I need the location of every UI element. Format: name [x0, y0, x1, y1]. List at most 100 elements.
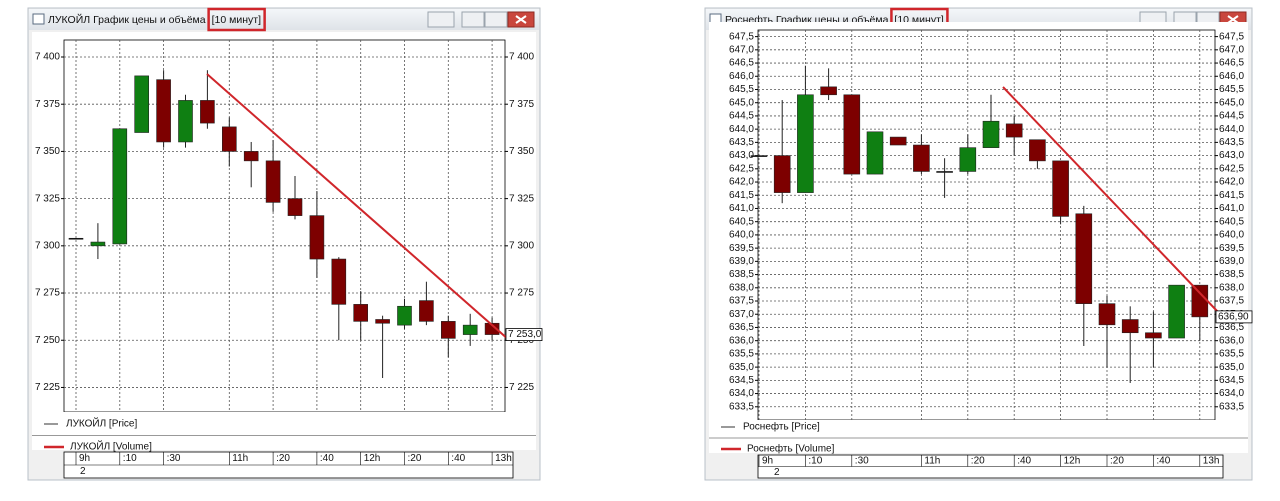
candle-body: [484, 322, 500, 335]
candle-body: [866, 131, 884, 175]
y-tick-label: 634,5: [1219, 375, 1244, 386]
y-tick-label: 638,5: [1219, 269, 1244, 280]
y-tick-label: 643,0: [729, 150, 754, 161]
y-tick-label: 7 350: [35, 146, 60, 157]
time-label: 11h: [924, 455, 940, 466]
candle-body: [243, 151, 259, 162]
candle-body: [462, 324, 478, 335]
candle-body: [1145, 332, 1162, 339]
maximize-button[interactable]: [484, 11, 508, 28]
y-tick-label: 641,0: [1219, 203, 1244, 214]
y-tick-label: 635,5: [1219, 349, 1244, 360]
candle-body: [797, 94, 814, 193]
y-tick-label: 639,5: [729, 243, 754, 254]
y-tick-label: 640,0: [1219, 230, 1244, 241]
y-tick-label: 636,5: [1219, 322, 1244, 333]
y-tick-label: 645,5: [1219, 84, 1244, 95]
legend-area: [709, 420, 1248, 453]
interval-label: [10 минут]: [212, 14, 261, 26]
y-tick-label: 637,5: [1219, 296, 1244, 307]
y-tick-label: 644,0: [1219, 124, 1244, 135]
y-tick-label: 642,0: [1219, 177, 1244, 188]
y-tick-label: 640,0: [729, 230, 754, 241]
interval-highlight: [207, 7, 266, 32]
y-tick-label: 647,5: [729, 31, 754, 42]
y-tick-label: 638,0: [729, 282, 754, 293]
y-tick-label: 639,0: [729, 256, 754, 267]
time-label: 9h: [79, 453, 90, 464]
y-tick-label: 645,0: [1219, 97, 1244, 108]
y-tick-label: 7 350: [509, 146, 534, 157]
y-tick-label: 645,0: [729, 97, 754, 108]
candle-body: [200, 100, 215, 124]
y-tick-label: 644,0: [729, 124, 754, 135]
y-tick-label: 643,5: [1219, 137, 1244, 148]
candle-body: [397, 305, 412, 326]
candle-body: [1121, 319, 1139, 334]
candle-body: [156, 79, 171, 143]
y-tick-label: 7 325: [509, 193, 534, 204]
y-tick-label: 644,5: [729, 111, 754, 122]
time-label: :30: [855, 455, 869, 466]
y-tick-label: 646,0: [1219, 71, 1244, 82]
candle-body: [1168, 284, 1185, 339]
y-tick-label: 640,5: [1219, 216, 1244, 227]
time-label: 11h: [232, 453, 248, 464]
time-label: :10: [123, 453, 137, 464]
y-tick-label: 636,0: [729, 335, 754, 346]
time-label: 9h: [762, 455, 773, 466]
time-label: :20: [1110, 455, 1124, 466]
y-tick-label: 7 400: [509, 52, 534, 63]
y-tick-label: 633,5: [729, 401, 754, 412]
y-tick-label: 7 275: [509, 288, 534, 299]
candle-body: [1052, 160, 1069, 217]
y-tick-label: 641,5: [1219, 190, 1244, 201]
y-tick-label: 633,5: [1219, 401, 1244, 412]
y-tick-label: 638,0: [1219, 282, 1244, 293]
y-tick-label: 646,5: [729, 58, 754, 69]
time-label: :20: [276, 453, 290, 464]
y-tick-label: 644,5: [1219, 111, 1244, 122]
candle-body: [1029, 139, 1046, 162]
candle-body: [1098, 303, 1116, 326]
y-tick-label: 642,5: [729, 163, 754, 174]
y-tick-label: 636,5: [729, 322, 754, 333]
y-tick-label: 7 225: [509, 382, 534, 393]
y-tick-label: 7 400: [35, 52, 60, 63]
trend-line: [206, 73, 510, 341]
candle-body: [773, 155, 791, 193]
candle-body: [353, 304, 369, 322]
y-tick-label: 643,0: [1219, 150, 1244, 161]
window-icon: [32, 13, 45, 25]
candle-body: [889, 136, 907, 146]
y-tick-label: 639,0: [1219, 256, 1244, 267]
y-tick-label: 7 375: [35, 99, 60, 110]
time-label: :40: [1017, 455, 1031, 466]
close-icon: [515, 15, 527, 24]
y-tick-label: 640,5: [729, 216, 754, 227]
legend-entry: ЛУКОЙЛ [Price]: [66, 417, 137, 430]
candle-body: [820, 86, 837, 96]
candle-body: [982, 120, 1000, 148]
y-tick-label: 635,0: [729, 362, 754, 373]
time-label: :40: [1156, 455, 1170, 466]
candle-body: [843, 94, 861, 175]
minimize-button[interactable]: [461, 11, 485, 28]
legend-entry: Роснефть [Volume]: [747, 443, 835, 455]
candle-body: [440, 321, 456, 339]
candle-body: [913, 144, 930, 172]
settings-button[interactable]: [427, 11, 455, 28]
y-tick-label: 643,5: [729, 137, 754, 148]
time-label: 12h: [1064, 455, 1081, 466]
y-tick-label: 646,5: [1219, 58, 1244, 69]
plot-area: [63, 39, 506, 413]
y-tick-label: 645,5: [729, 84, 754, 95]
y-tick-label: 636,0: [1219, 335, 1244, 346]
y-tick-label: 642,5: [1219, 163, 1244, 174]
y-tick-label: 637,0: [729, 309, 754, 320]
last-price-box: [505, 328, 543, 341]
time-label: 13h: [1203, 455, 1220, 466]
candle-body: [375, 319, 390, 324]
y-tick-label: 7 300: [35, 240, 60, 251]
candle-body: [287, 198, 303, 216]
